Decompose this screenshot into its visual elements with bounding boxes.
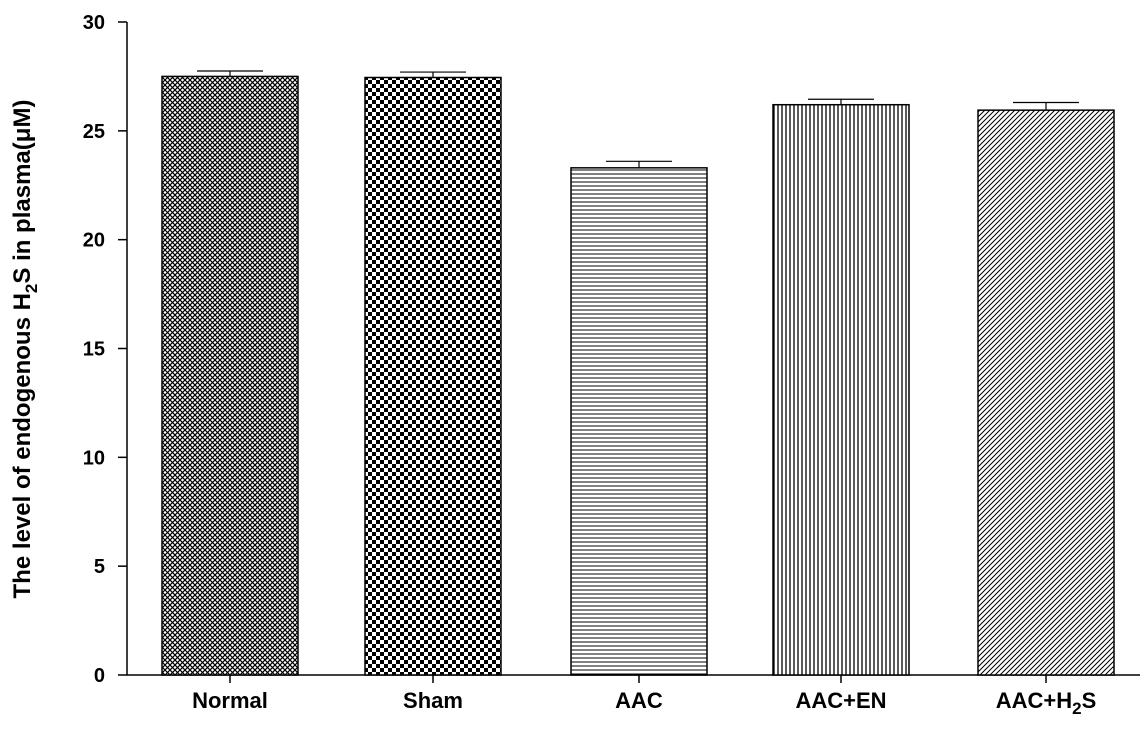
y-tick-label-25: 25 — [83, 121, 105, 143]
x-tick-label-0: Normal — [192, 688, 268, 713]
y-tick-label-0: 0 — [94, 665, 105, 687]
bar-4 — [977, 109, 1115, 676]
bar-3 — [772, 103, 910, 676]
y-tick-label-10: 10 — [83, 447, 105, 469]
y-axis-label: The level of endogenous H2S in plasma(μM… — [9, 100, 41, 599]
y-tick-label-20: 20 — [83, 230, 105, 252]
bar-0 — [161, 75, 299, 676]
bar-1 — [364, 76, 502, 676]
y-tick-label-5: 5 — [94, 556, 105, 578]
x-tick-label-2: AAC — [615, 688, 663, 713]
x-tick-label-1: Sham — [403, 688, 463, 713]
y-axis-label-prefix: The level of endogenous H — [9, 293, 36, 598]
y-tick-label-15: 15 — [83, 339, 105, 361]
y-axis-label-subscript: 2 — [22, 284, 41, 293]
x-tick-label-4: AAC+H2S — [996, 688, 1097, 718]
bar-2 — [570, 167, 708, 676]
bars — [161, 75, 1115, 676]
error-bars — [197, 70, 1079, 168]
y-ticks: 0 5 10 15 20 25 30 — [83, 12, 127, 687]
x-ticks: Normal Sham AAC AAC+EN AAC+H2S — [192, 675, 1096, 718]
y-tick-label-30: 30 — [83, 12, 105, 34]
y-axis-label-suffix: S in plasma(μM) — [9, 100, 36, 284]
x-tick-label-3: AAC+EN — [795, 688, 886, 713]
